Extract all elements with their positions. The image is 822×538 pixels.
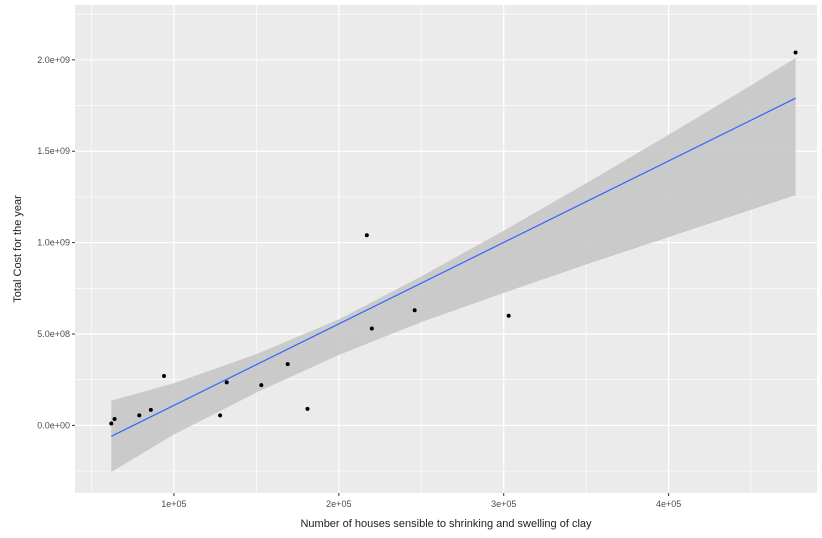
data-point-3 xyxy=(148,407,153,412)
data-point-7 xyxy=(259,383,264,388)
confidence-band xyxy=(111,58,796,472)
data-point-2 xyxy=(137,413,142,418)
data-point-6 xyxy=(224,380,229,385)
data-point-12 xyxy=(412,308,417,313)
data-point-10 xyxy=(364,233,369,238)
y-axis-title: Total Cost for the year xyxy=(12,195,24,303)
data-point-8 xyxy=(285,362,290,367)
data-point-14 xyxy=(793,50,798,55)
x-tick-label: 2e+05 xyxy=(326,499,351,509)
y-tick-label: 5.0e+08 xyxy=(37,329,70,339)
data-point-5 xyxy=(218,413,223,418)
data-point-0 xyxy=(109,421,114,426)
data-points xyxy=(109,50,798,426)
x-axis-ticks: 1e+05 2e+05 3e+05 4e+05 xyxy=(161,493,681,509)
y-tick-label: 1.0e+09 xyxy=(37,238,70,248)
data-point-1 xyxy=(112,416,117,421)
x-tick-label: 4e+05 xyxy=(656,499,681,509)
y-tick-label: 1.5e+09 xyxy=(37,146,70,156)
data-point-4 xyxy=(162,374,167,379)
x-tick-label: 3e+05 xyxy=(491,499,516,509)
y-tick-label: 2.0e+09 xyxy=(37,55,70,65)
data-point-11 xyxy=(369,326,374,331)
x-tick-label: 1e+05 xyxy=(161,499,186,509)
data-point-9 xyxy=(305,406,310,411)
y-axis-ticks: 0.0e+00 5.0e+08 1.0e+09 1.5e+09 2.0e+09 xyxy=(37,55,75,430)
x-axis-title: Number of houses sensible to shrinking a… xyxy=(300,518,592,530)
y-tick-label: 0.0e+00 xyxy=(37,420,70,430)
data-point-13 xyxy=(506,313,511,318)
regression-line xyxy=(111,97,796,437)
